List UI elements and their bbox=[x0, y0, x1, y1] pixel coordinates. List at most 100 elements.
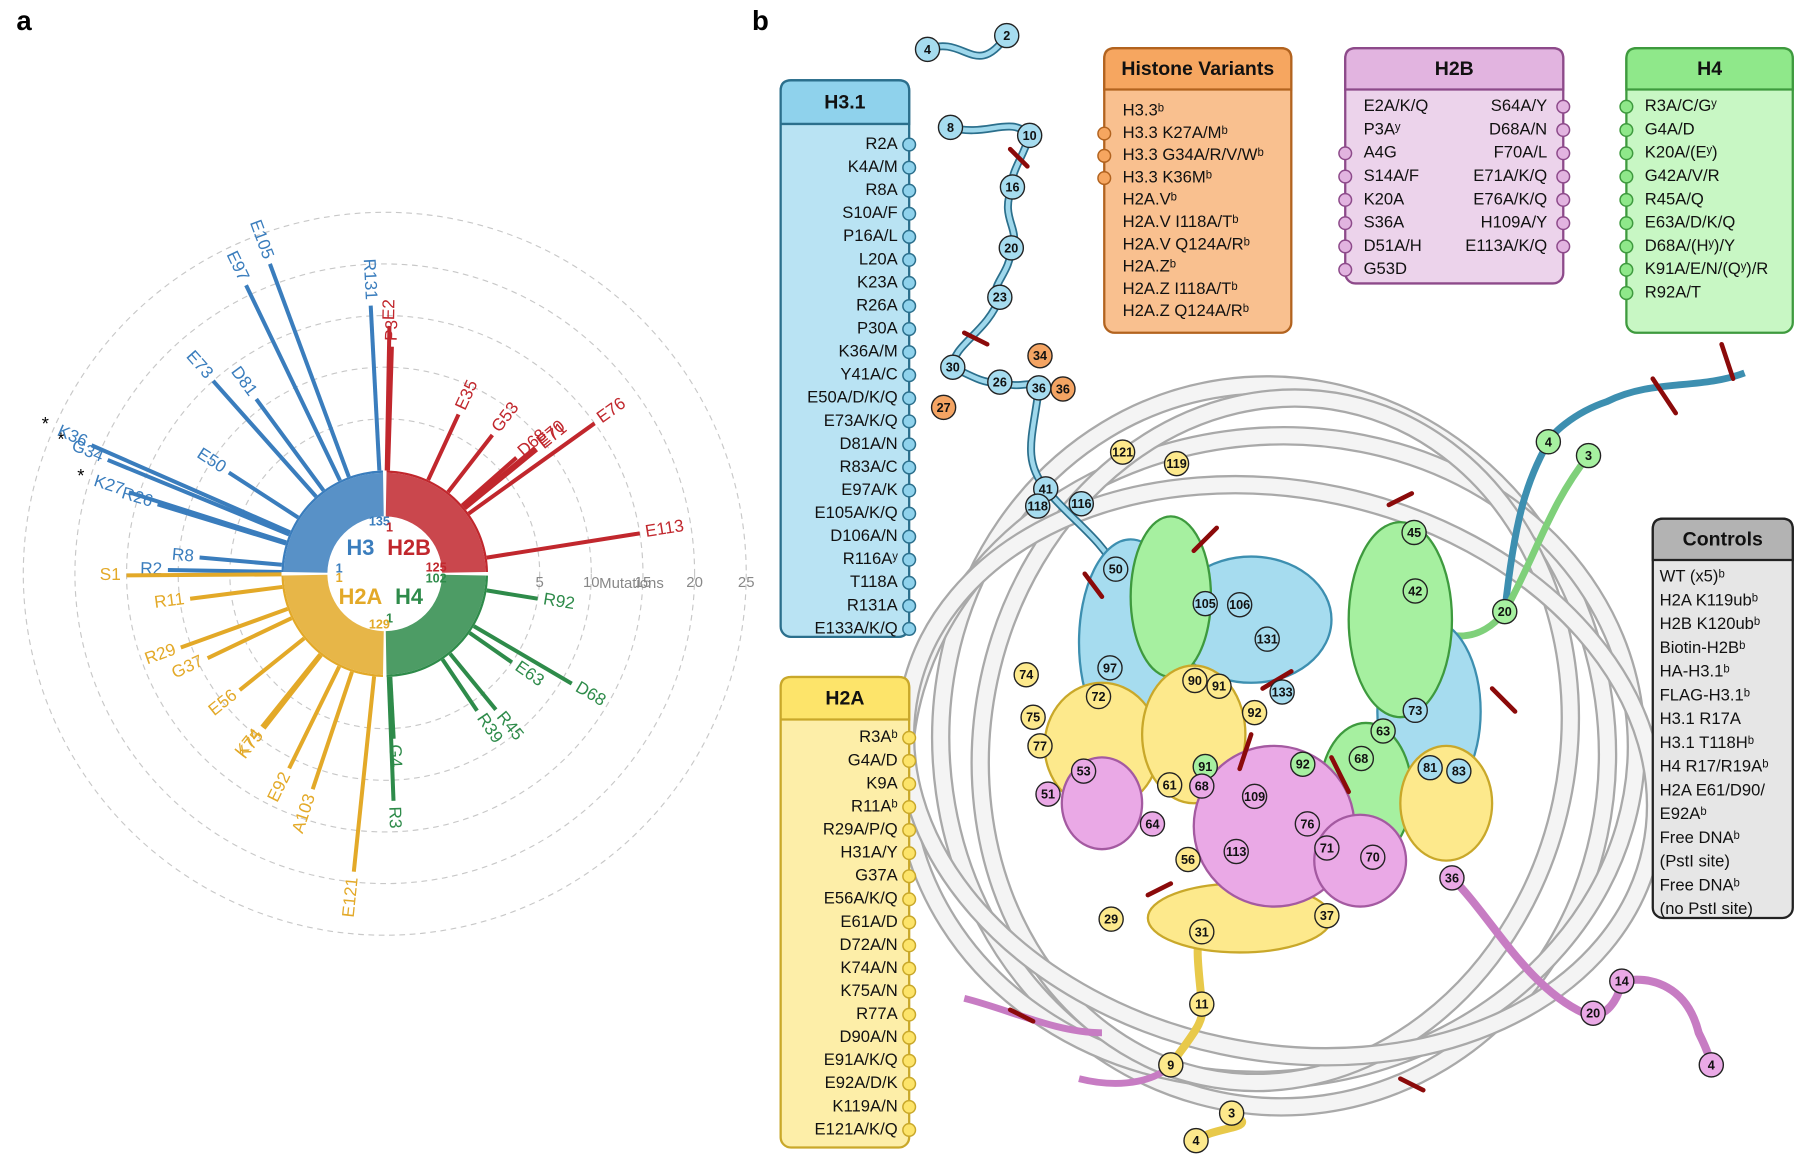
item-dot bbox=[902, 252, 917, 267]
box-title: H4 bbox=[1697, 58, 1722, 80]
box-item: G37A bbox=[855, 866, 898, 885]
bar bbox=[368, 305, 382, 471]
residue-marker bbox=[1348, 745, 1375, 772]
box-item: R26A bbox=[856, 295, 898, 314]
item-dot bbox=[1556, 122, 1571, 138]
bar-label: E73 bbox=[183, 346, 218, 382]
histone-name: H2B bbox=[387, 535, 431, 560]
residue-label: 53 bbox=[1077, 765, 1091, 779]
box-item: K4A/M bbox=[848, 157, 898, 176]
item-dot bbox=[1619, 192, 1634, 207]
box-item: K119A/N bbox=[832, 1096, 897, 1115]
item-dot bbox=[1619, 146, 1634, 161]
residue-label: 42 bbox=[1408, 584, 1422, 598]
residue-marker bbox=[1070, 758, 1097, 784]
box-item: R11Aᵇ bbox=[851, 796, 898, 815]
residue-label: 92 bbox=[1248, 706, 1262, 720]
bar bbox=[486, 531, 641, 560]
residue-marker bbox=[1050, 376, 1076, 402]
bar bbox=[227, 470, 300, 520]
residue-label: 63 bbox=[1376, 724, 1390, 738]
item-dot bbox=[902, 846, 917, 861]
residue-label: 20 bbox=[1004, 241, 1018, 255]
residue-marker bbox=[987, 369, 1013, 395]
item-dot bbox=[902, 506, 917, 521]
box-item: Free DNAᵇ bbox=[1660, 828, 1740, 847]
residue-label: 2 bbox=[1003, 29, 1010, 43]
bar-label: A103 bbox=[287, 791, 319, 835]
residue-marker bbox=[1189, 991, 1215, 1017]
box-item: G42A/V/R bbox=[1645, 166, 1720, 185]
range-label: 102 bbox=[426, 571, 447, 585]
box-item: H2A.Z I118A/Tᵇ bbox=[1123, 279, 1238, 298]
range-label: 1 bbox=[336, 571, 343, 585]
item-dot bbox=[1619, 262, 1634, 277]
bar bbox=[126, 572, 282, 578]
item-dot bbox=[1619, 286, 1634, 301]
box-item: H2A.Zᵇ bbox=[1123, 257, 1176, 276]
residue-label: 97 bbox=[1103, 661, 1117, 675]
box-item: K20A bbox=[1364, 189, 1406, 208]
grid-ring bbox=[74, 263, 696, 885]
histone-name: H4 bbox=[395, 584, 423, 609]
residue-marker bbox=[1698, 1052, 1725, 1078]
residue-label: 113 bbox=[1226, 845, 1246, 859]
residue-marker bbox=[1182, 667, 1208, 694]
box-item: H2A E61/D90/ bbox=[1660, 780, 1766, 799]
residue-label: 37 bbox=[1320, 909, 1334, 923]
residue-label: 105 bbox=[1195, 597, 1216, 611]
box-item: E2A/K/Q bbox=[1364, 96, 1429, 115]
item-dot bbox=[902, 938, 917, 953]
item-dot bbox=[902, 160, 917, 175]
box-item: R131A bbox=[847, 595, 899, 614]
residue-label: 91 bbox=[1212, 680, 1226, 694]
box-item: H3.3 G34A/R/V/Wᵇ bbox=[1123, 145, 1264, 164]
item-dot bbox=[1619, 239, 1634, 254]
residue-marker bbox=[1189, 919, 1215, 945]
bar bbox=[468, 631, 514, 664]
box-item: E92A/D/K bbox=[825, 1073, 898, 1092]
panel-label: b bbox=[752, 5, 769, 36]
item-dot bbox=[902, 776, 917, 792]
item-dot bbox=[902, 552, 917, 567]
item-dot bbox=[902, 961, 917, 976]
residue-marker bbox=[1192, 590, 1218, 617]
item-dot bbox=[1097, 148, 1112, 163]
box-item: K75A/N bbox=[840, 981, 897, 1000]
residue-label: 131 bbox=[1257, 633, 1278, 647]
residue-marker bbox=[1535, 429, 1562, 455]
residue-label: 16 bbox=[1005, 181, 1019, 195]
box-item: R92A/T bbox=[1645, 282, 1701, 301]
box-item: F70A/L bbox=[1494, 143, 1548, 162]
box-item: Biotin-H2Bᵇ bbox=[1660, 638, 1746, 657]
residue-label: 83 bbox=[1452, 765, 1466, 779]
box-item: E76A/K/Q bbox=[1473, 189, 1547, 208]
grid-ring bbox=[22, 211, 747, 936]
residue-label: 20 bbox=[1586, 1007, 1600, 1021]
box-item: (no PstI site) bbox=[1660, 899, 1753, 918]
box-item: E113A/K/Q bbox=[1465, 236, 1547, 255]
bar bbox=[206, 616, 293, 660]
box-item: H2A.Vᵇ bbox=[1123, 190, 1177, 209]
box-item: H3.1 R17A bbox=[1660, 709, 1742, 728]
box-item: Y41A/C bbox=[840, 365, 897, 384]
residue-label: 11 bbox=[1195, 998, 1208, 1012]
bar bbox=[486, 588, 538, 601]
bar-label: D68 bbox=[572, 677, 609, 710]
box-item: D68A/(Hʸ)/Y bbox=[1645, 236, 1735, 255]
item-dot bbox=[1556, 146, 1571, 161]
residue-marker bbox=[914, 36, 941, 63]
box-item: H109A/Y bbox=[1481, 213, 1548, 232]
bar bbox=[189, 584, 283, 601]
box-item: (PstI site) bbox=[1660, 852, 1730, 871]
residue-label: 70 bbox=[1366, 851, 1380, 865]
item-dot bbox=[902, 1030, 917, 1045]
residue-label: 36 bbox=[1056, 382, 1070, 396]
item-dot bbox=[1619, 99, 1634, 114]
residue-label: 50 bbox=[1109, 563, 1123, 577]
item-dot bbox=[902, 137, 917, 152]
residue-marker bbox=[1360, 844, 1386, 870]
item-dot bbox=[1338, 146, 1353, 161]
box-item: E56A/K/Q bbox=[824, 889, 898, 908]
